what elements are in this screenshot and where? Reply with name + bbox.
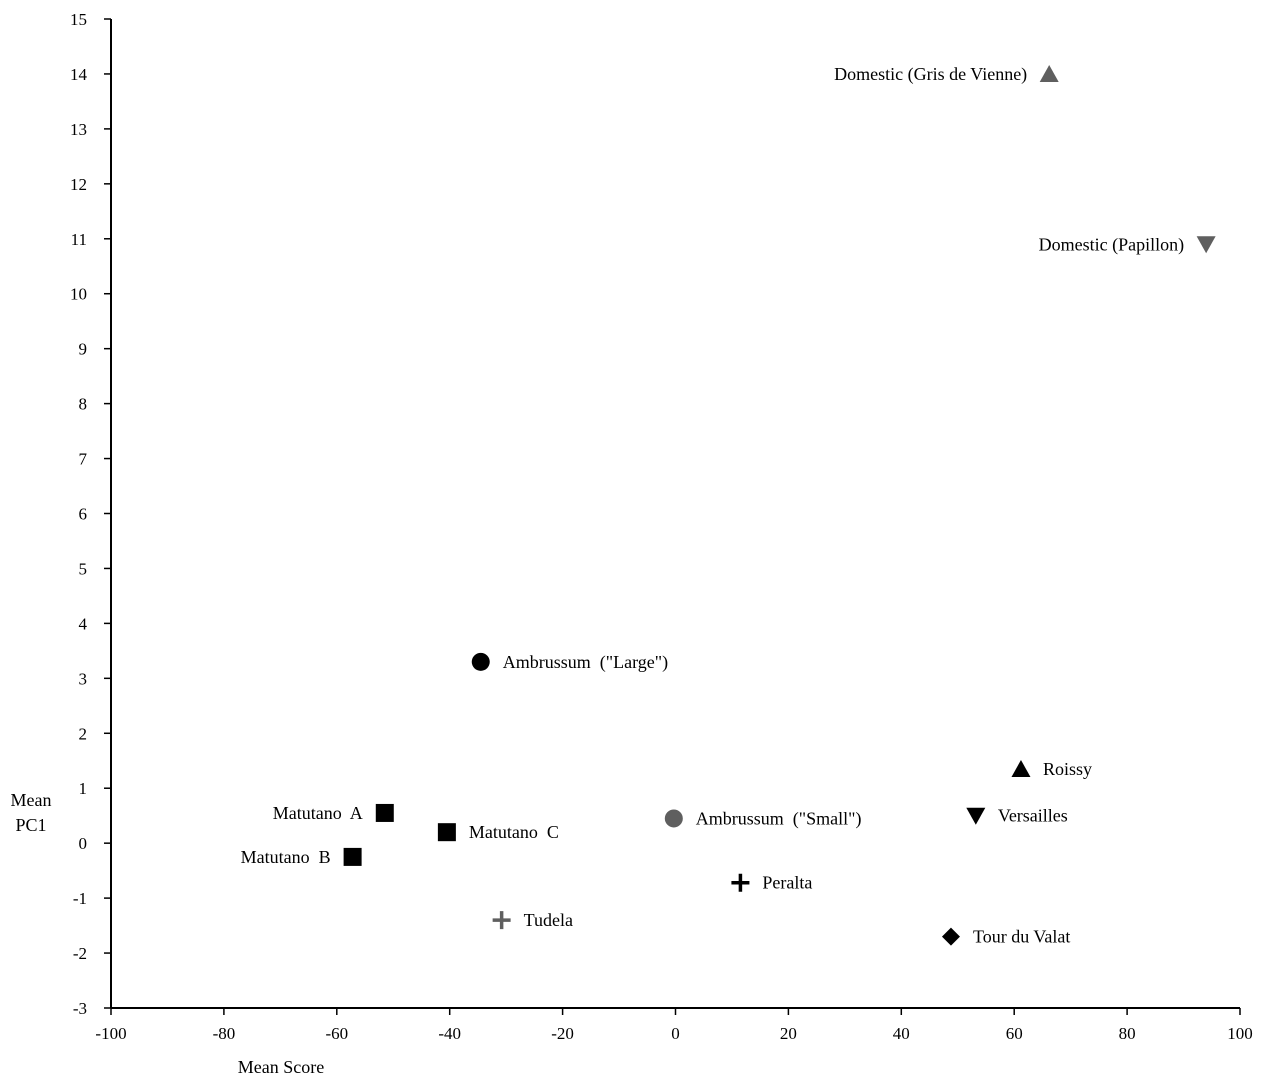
point-label: Peralta [762,873,812,893]
y-tick-label: 4 [79,614,88,633]
y-tick-label: 5 [79,559,88,578]
point-label: Ambrussum ("Large") [503,652,668,673]
x-tick-label: -40 [438,1024,461,1043]
x-tick-label: 20 [780,1024,797,1043]
y-tick-label: 10 [70,285,87,304]
data-point-square [375,803,394,822]
point-label: Matutano A [273,803,363,823]
y-tick-label: 12 [70,175,87,194]
y-tick-label: 13 [70,120,87,139]
x-axis-title: Mean Score [238,1057,324,1077]
data-point-triangle-down [966,807,986,825]
x-tick-label: -60 [325,1024,348,1043]
data-points [343,64,1216,946]
point-label: Tudela [524,910,573,930]
y-tick-label: 2 [79,724,88,743]
y-tick-label: 0 [79,834,88,853]
point-label: Matutano C [469,822,559,842]
data-point-plus [731,873,750,892]
y-tick-label: -1 [73,889,87,908]
data-point-square [437,823,456,842]
x-tick-label: 100 [1227,1024,1253,1043]
y-tick-label: 8 [79,395,88,414]
x-tick-label: -20 [551,1024,574,1043]
point-labels: Domestic (Gris de Vienne) Domestic (Papil… [241,64,1185,947]
data-point-plus [492,911,511,930]
y-tick-label: 14 [70,65,88,84]
point-label: Matutano B [241,847,331,867]
y-tick-label: 9 [79,340,88,359]
data-point-square [343,847,362,866]
point-label: Ambrussum ("Small") [696,808,862,829]
point-label: Versailles [998,806,1068,826]
x-tick-label: -80 [213,1024,236,1043]
point-label: Domestic (Gris de Vienne) [834,64,1027,85]
data-point-triangle-up [1039,64,1059,82]
y-axis-title-line-2: PC1 [15,815,46,835]
data-point-diamond [941,927,960,946]
data-point-circle [471,652,490,671]
x-tick-label: 60 [1006,1024,1023,1043]
y-tick-label: 6 [79,505,88,524]
x-tick-label: 0 [671,1024,680,1043]
y-tick-label: -3 [73,999,87,1018]
point-label: Domestic (Papillon) [1039,234,1184,255]
y-tick-label: 3 [79,669,88,688]
y-tick-label: -2 [73,944,87,963]
data-point-circle [664,809,683,828]
data-point-triangle-up [1011,759,1031,777]
x-tick-label: 40 [893,1024,910,1043]
y-axis-title-line-1: Mean [11,790,52,810]
x-tick-label: -100 [95,1024,126,1043]
point-label: Roissy [1043,759,1092,779]
y-tick-label: 1 [79,779,88,798]
point-label: Tour du Valat [973,927,1070,947]
data-point-triangle-down [1196,236,1216,254]
y-tick-label: 7 [79,450,88,469]
y-tick-label: 15 [70,10,87,29]
y-tick-label: 11 [71,230,87,249]
x-axis-ticks: -100 -80 -60 -40 -20 0 20 40 60 80 100 [95,1008,1253,1043]
x-tick-label: 80 [1119,1024,1136,1043]
